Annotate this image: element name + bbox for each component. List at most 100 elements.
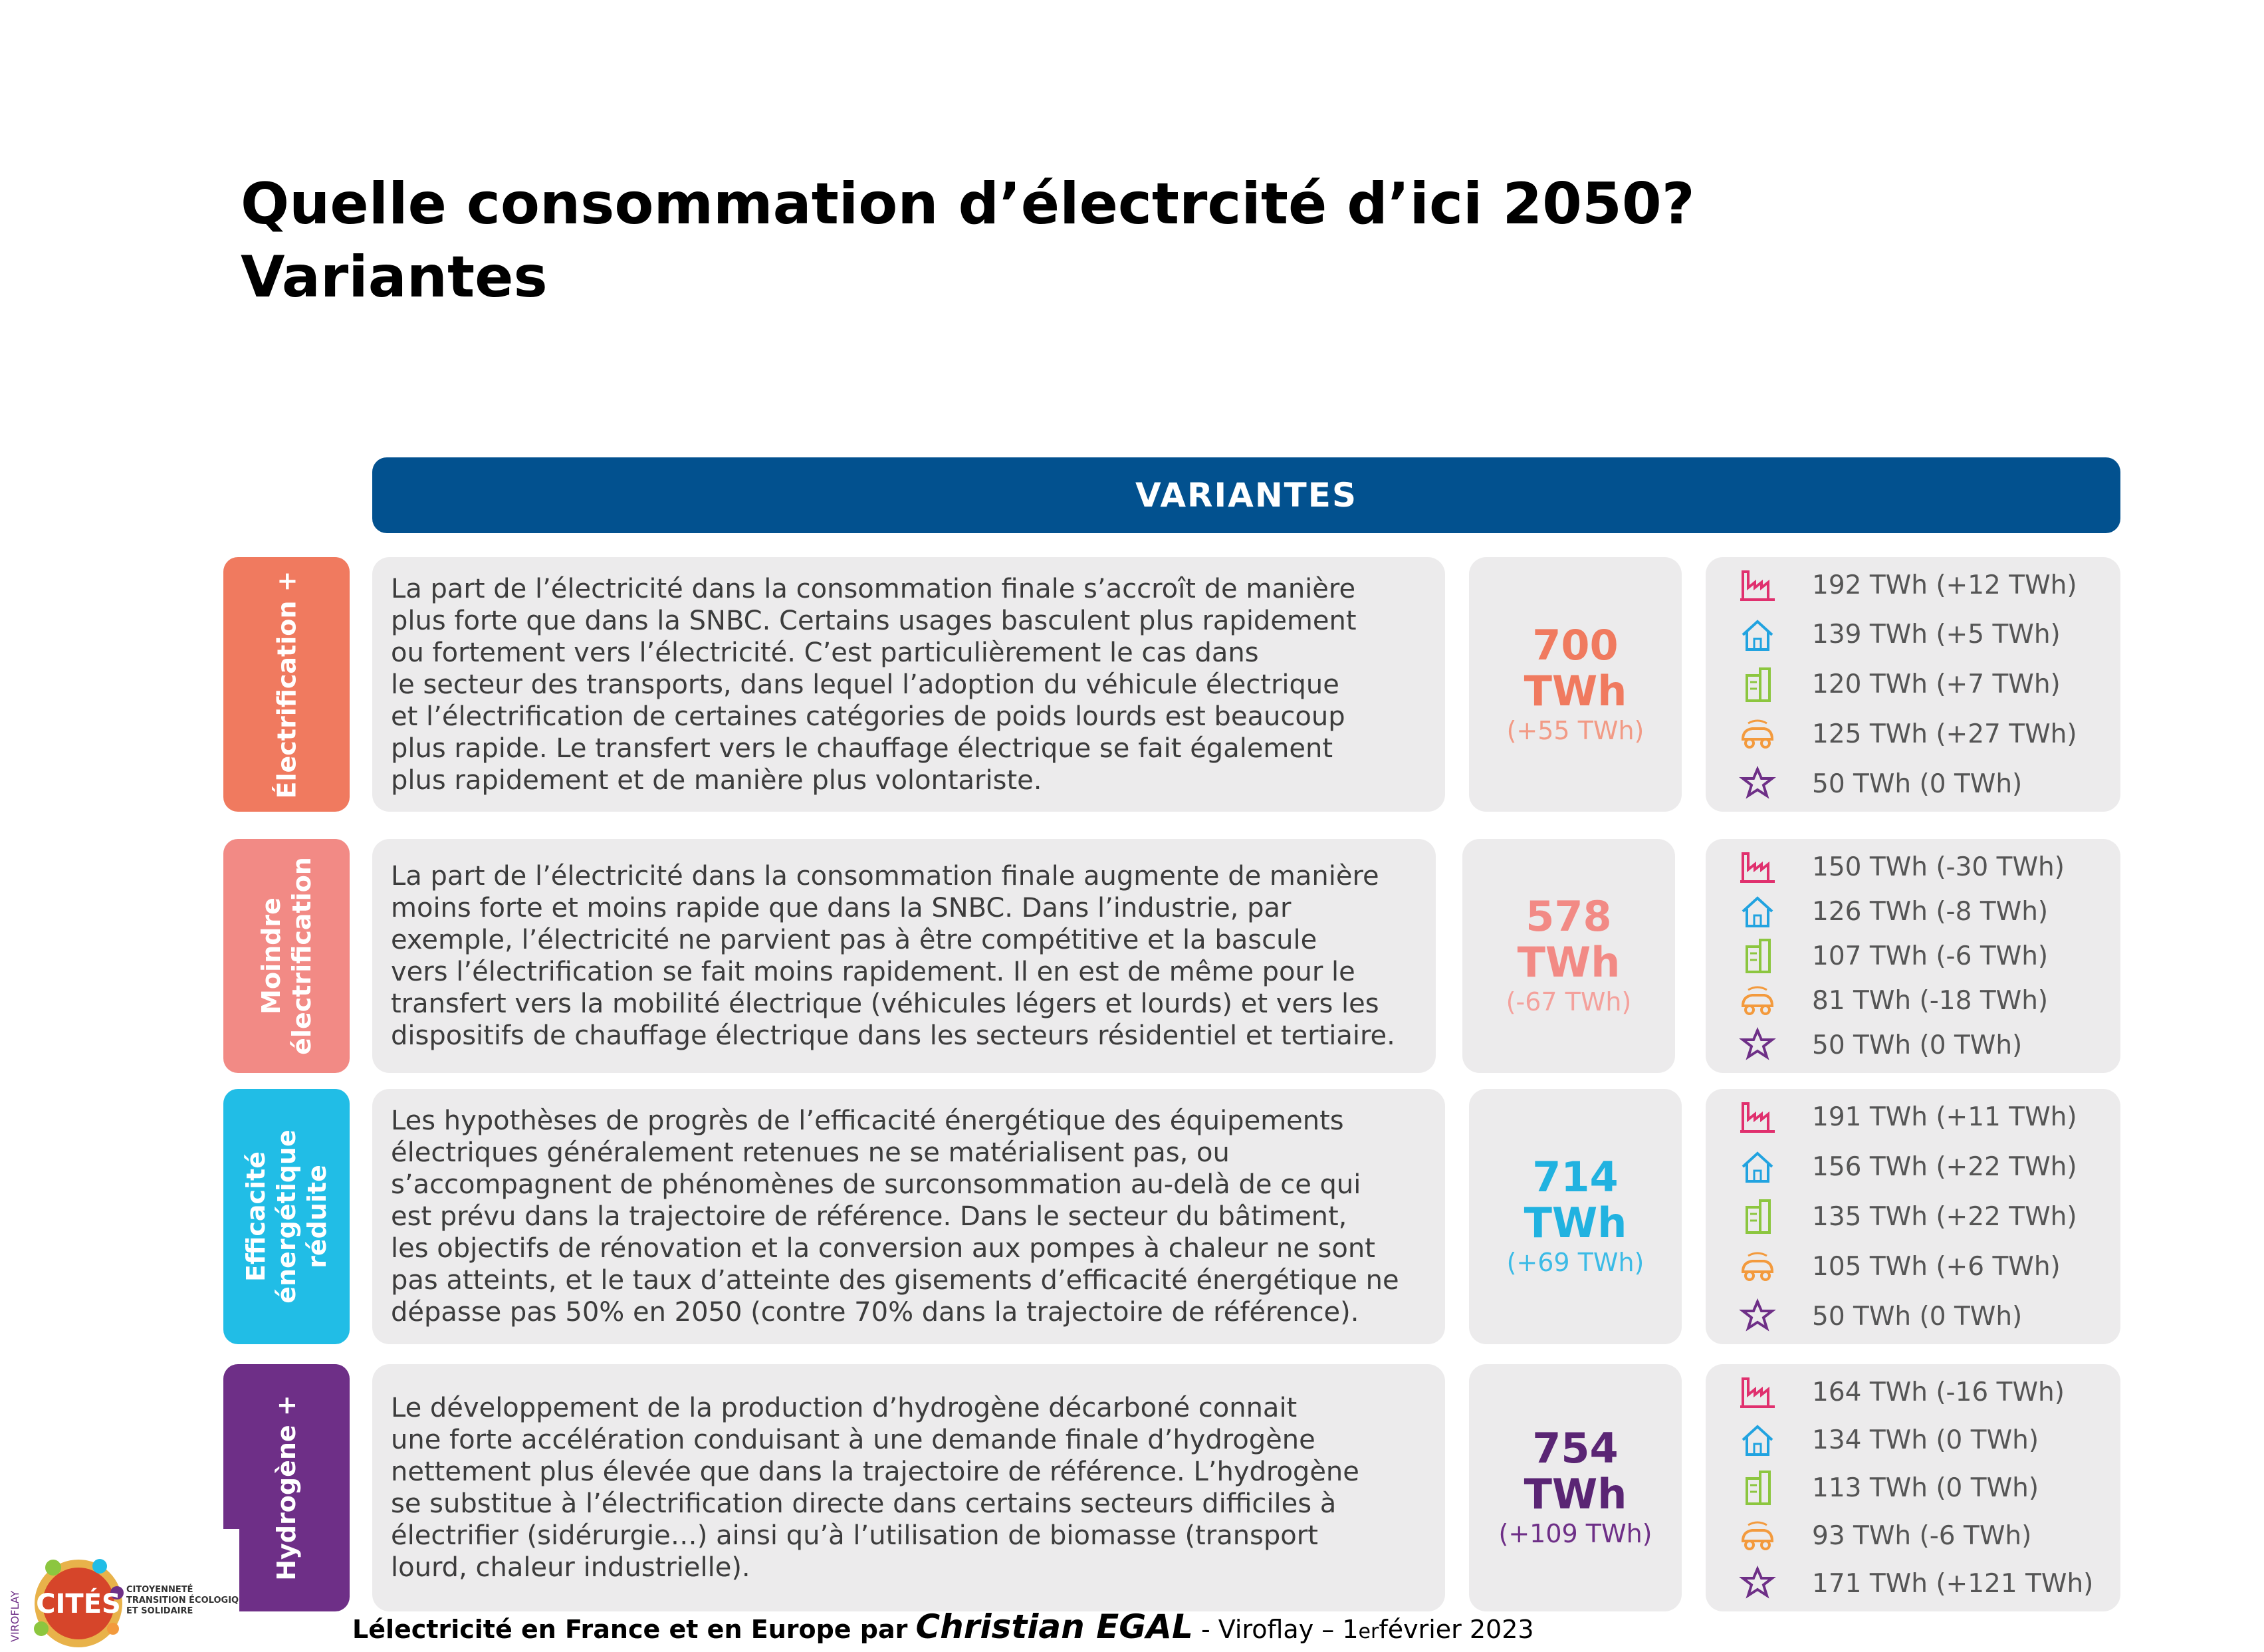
total-value: 700 xyxy=(1532,620,1619,669)
footer-author: Christian EGAL xyxy=(915,1607,1193,1646)
sector-tertiary: 107 TWh (-6 TWh) xyxy=(1739,936,2120,976)
tab-label-line: énergétique xyxy=(272,1129,301,1304)
slide-title: Quelle consommation d’électrcité d’ici 2… xyxy=(241,168,1695,314)
variant-total: 714 TWh (+69 TWh) xyxy=(1469,1089,1682,1344)
industry-icon xyxy=(1740,852,1775,883)
sector-value: 50 TWh (0 TWh) xyxy=(1812,1301,2023,1332)
total-unit: TWh xyxy=(1524,1470,1627,1518)
logo-tagline-line: ET SOLIDAIRE xyxy=(126,1606,193,1616)
variant-description: La part de l’électricité dans la consomm… xyxy=(372,557,1445,812)
sector-tertiary: 113 TWh (0 TWh) xyxy=(1739,1468,2120,1508)
industry-icon xyxy=(1740,570,1775,601)
other-uses-icon xyxy=(1739,1026,1776,1060)
sector-breakdown: 192 TWh (+12 TWh) 139 TWh (+5 TWh) 120 T… xyxy=(1706,557,2120,812)
sector-transport: 125 TWh (+27 TWh) xyxy=(1739,714,2120,754)
tab-label-line: Efficacité xyxy=(241,1151,271,1282)
footer-date: février 2023 xyxy=(1379,1615,1534,1644)
sector-value: 113 TWh (0 TWh) xyxy=(1812,1473,2039,1503)
total-delta: (+69 TWh) xyxy=(1506,1248,1644,1277)
sector-value: 81 TWh (-18 TWh) xyxy=(1812,985,2049,1016)
other-uses-icon xyxy=(1739,1565,1776,1599)
description-line: lourd, chaleur industrielle). xyxy=(391,1552,750,1583)
total-delta: (+109 TWh) xyxy=(1498,1519,1652,1548)
sector-breakdown: 164 TWh (-16 TWh) 134 TWh (0 TWh) 113 TW… xyxy=(1706,1364,2120,1611)
sector-other: 50 TWh (0 TWh) xyxy=(1739,1025,2120,1065)
total-unit: TWh xyxy=(1524,1199,1627,1247)
sector-transport: 81 TWh (-18 TWh) xyxy=(1739,981,2120,1020)
description-line: La part de l’électricité dans la consomm… xyxy=(391,573,1356,604)
sector-transport: 105 TWh (+6 TWh) xyxy=(1739,1246,2120,1286)
variant-description: Les hypothèses de progrès de l’efficacit… xyxy=(372,1089,1445,1344)
description-line: vers l’électrification se fait moins rap… xyxy=(391,957,1355,987)
description-line: moins forte et moins rapide que dans la … xyxy=(391,893,1292,923)
description-line: plus rapidement et de manière plus volon… xyxy=(391,765,1042,796)
description-line: ou fortement vers l’électricité. C’est p… xyxy=(391,637,1259,668)
title-line-2: Variantes xyxy=(241,244,548,310)
sector-value: 192 TWh (+12 TWh) xyxy=(1812,570,2077,600)
footer-prefix: L xyxy=(352,1615,369,1644)
sector-value: 134 TWh (0 TWh) xyxy=(1812,1425,2039,1455)
description-line: se substitue à l’électrification directe… xyxy=(391,1488,1337,1519)
description-line: La part de l’électricité dans la consomm… xyxy=(391,861,1379,891)
house-icon xyxy=(1742,1425,1773,1456)
sector-industry: 192 TWh (+12 TWh) xyxy=(1739,565,2120,605)
sector-breakdown: 191 TWh (+11 TWh) 156 TWh (+22 TWh) 135 … xyxy=(1706,1089,2120,1344)
other-uses-icon xyxy=(1739,1298,1776,1332)
description-line: une forte accélération conduisant à une … xyxy=(391,1425,1315,1455)
sector-residential: 134 TWh (0 TWh) xyxy=(1739,1420,2120,1460)
description-line: transfert vers la mobilité électrique (v… xyxy=(391,989,1379,1019)
building-icon xyxy=(1746,1471,1771,1505)
house-icon xyxy=(1742,620,1773,651)
building-icon xyxy=(1746,1199,1771,1234)
total-delta: (-67 TWh) xyxy=(1506,987,1632,1016)
description-line: plus rapide. Le transfert vers le chauff… xyxy=(391,733,1333,764)
logo-name: CITÉS xyxy=(36,1588,121,1619)
total-unit: TWh xyxy=(1524,666,1627,715)
variant-total: 754 TWh (+109 TWh) xyxy=(1469,1364,1682,1611)
tab-label-line: réduite xyxy=(302,1165,332,1268)
sector-value: 139 TWh (+5 TWh) xyxy=(1812,620,2061,650)
building-icon xyxy=(1746,939,1771,973)
sector-value: 156 TWh (+22 TWh) xyxy=(1812,1151,2077,1182)
variantes-header: VARIANTES xyxy=(372,457,2120,533)
variant-tab-moindre-electrification: Moindre électrification xyxy=(223,839,350,1073)
transport-icon xyxy=(1741,986,1774,1015)
footer-superscript: er xyxy=(1358,1620,1379,1643)
description-line: exemple, l’électricité ne parvient pas à… xyxy=(391,925,1317,955)
tab-label-line: électrification xyxy=(287,857,316,1055)
sector-industry: 191 TWh (+11 TWh) xyxy=(1739,1097,2120,1137)
variant-total: 700 TWh (+55 TWh) xyxy=(1469,557,1682,812)
sector-tertiary: 120 TWh (+7 TWh) xyxy=(1739,665,2120,705)
variant-description: La part de l’électricité dans la consomm… xyxy=(372,839,1436,1073)
variant-total: 578 TWh (-67 TWh) xyxy=(1462,839,1675,1073)
sector-tertiary: 135 TWh (+22 TWh) xyxy=(1739,1197,2120,1237)
cites-logo-graphic: VIROFLAY CITÉS CITOYENNETÉ TRANSITION ÉC… xyxy=(9,1559,252,1647)
sector-other: 171 TWh (+121 TWh) xyxy=(1739,1564,2120,1603)
sector-value: 150 TWh (-30 TWh) xyxy=(1812,852,2065,882)
variant-description: Le développement de la production d’hydr… xyxy=(372,1364,1445,1611)
other-uses-icon xyxy=(1739,765,1776,799)
sector-other: 50 TWh (0 TWh) xyxy=(1739,1296,2120,1336)
description-line: s’accompagnent de phénomènes de surconso… xyxy=(391,1169,1361,1200)
total-delta: (+55 TWh) xyxy=(1506,715,1644,745)
tab-label-line: Moindre xyxy=(257,897,286,1014)
variant-tab-label: Efficacité énergétique réduite xyxy=(241,1129,332,1304)
sector-value: 191 TWh (+11 TWh) xyxy=(1812,1102,2077,1132)
sector-value: 135 TWh (+22 TWh) xyxy=(1812,1201,2077,1232)
description-line: et l’électrification de certaines catégo… xyxy=(391,701,1345,732)
cites-logo: VIROFLAY CITÉS CITOYENNETÉ TRANSITION ÉC… xyxy=(0,1529,252,1649)
sector-value: 120 TWh (+7 TWh) xyxy=(1812,669,2061,699)
house-icon xyxy=(1742,896,1773,927)
variant-tab-efficacite-reduite: Efficacité énergétique réduite xyxy=(223,1089,350,1344)
description-line: nettement plus élevée que dans la trajec… xyxy=(391,1457,1359,1487)
house-icon xyxy=(1742,1151,1773,1183)
sector-industry: 150 TWh (-30 TWh) xyxy=(1739,847,2120,887)
sector-value: 105 TWh (+6 TWh) xyxy=(1812,1251,2061,1282)
description-line: dispositifs de chauffage électrique dans… xyxy=(391,1020,1395,1051)
sector-value: 164 TWh (-16 TWh) xyxy=(1812,1377,2065,1407)
building-icon xyxy=(1746,667,1771,702)
sector-value: 125 TWh (+27 TWh) xyxy=(1812,719,2077,749)
variantes-header-label: VARIANTES xyxy=(1135,476,1357,515)
footer-topic: électricité en France et en Europe par xyxy=(368,1615,908,1644)
